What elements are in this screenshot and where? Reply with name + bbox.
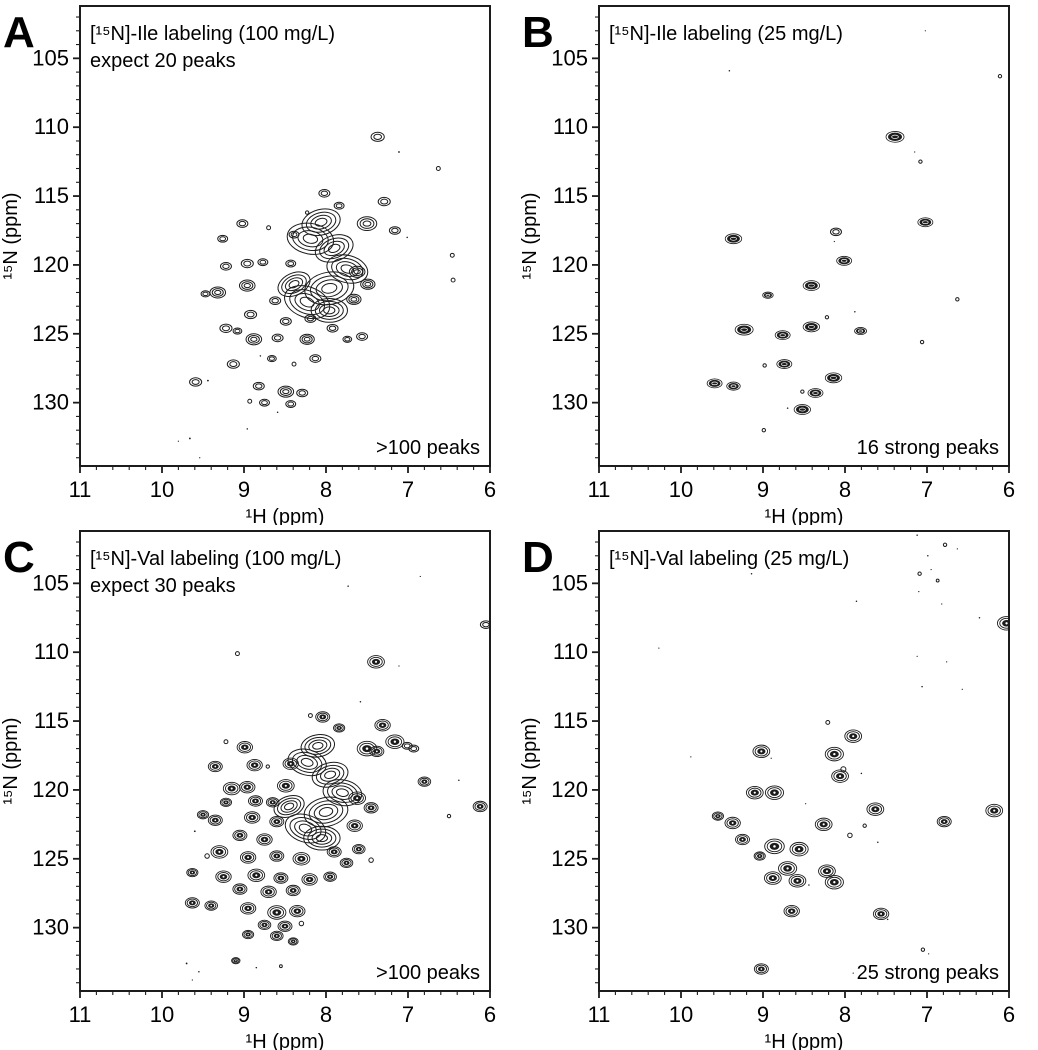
- y-tick-label: 110: [34, 114, 69, 139]
- peaks-group: [177, 131, 456, 459]
- x-tick-label: 9: [238, 1002, 250, 1027]
- x-tick-label: 7: [921, 477, 933, 502]
- x-axis-ticks: 11 10 9 8 7 6: [69, 991, 496, 1027]
- y-axis-ticks: 105 110 115 120 125 130: [551, 16, 599, 459]
- panel-a-spectrum: 11 10 9 8 7 6 105 110 115 120 125 130 ¹H (ppm) ¹⁵N (p…: [0, 5, 496, 525]
- peaks-group: [184, 575, 490, 981]
- y-tick-label: 110: [553, 114, 588, 139]
- panel-b-spectrum: 11 10 9 8 7 6 105 110 115 120 125 130 ¹H (ppm) ¹⁵N (p…: [519, 5, 1015, 525]
- panel-title-line: [¹⁵N]-Val labeling (100 mg/L): [90, 548, 341, 570]
- y-tick-label: 125: [32, 321, 69, 346]
- y-tick-label: 130: [551, 390, 588, 415]
- y-tick-label: 115: [553, 708, 588, 733]
- plot-box: [598, 5, 1010, 467]
- peak-count-annotation: 16 strong peaks: [857, 437, 999, 459]
- plot-box: [79, 5, 491, 467]
- x-tick-label: 6: [484, 477, 496, 502]
- panel-letter: A: [3, 8, 35, 57]
- y-tick-label: 105: [32, 45, 69, 70]
- panel-letter: B: [522, 8, 554, 57]
- panel-letter: D: [522, 533, 554, 582]
- peak-count-annotation: 25 strong peaks: [857, 962, 999, 984]
- peak-count-annotation: >100 peaks: [376, 962, 480, 984]
- x-tick-label: 10: [150, 1002, 174, 1027]
- x-tick-label: 9: [757, 477, 769, 502]
- panel-title-line: [¹⁵N]-Val labeling (25 mg/L): [609, 548, 849, 570]
- panel-title-line: [¹⁵N]-Ile labeling (25 mg/L): [609, 23, 843, 45]
- y-tick-label: 110: [34, 639, 69, 664]
- y-axis-label: ¹⁵N (ppm): [519, 192, 541, 279]
- y-axis-ticks: 105 110 115 120 125 130: [551, 541, 599, 984]
- panel-letter: C: [3, 533, 35, 582]
- x-tick-label: 11: [588, 477, 611, 502]
- x-tick-label: 6: [484, 1002, 496, 1027]
- x-tick-label: 7: [921, 1002, 933, 1027]
- x-tick-label: 11: [69, 477, 92, 502]
- x-tick-label: 8: [320, 1002, 332, 1027]
- x-tick-label: 11: [588, 1002, 611, 1027]
- y-tick-label: 105: [551, 45, 588, 70]
- plot-box: [79, 530, 491, 992]
- x-tick-label: 7: [402, 477, 414, 502]
- panel-title-line: expect 20 peaks: [90, 50, 236, 72]
- y-tick-label: 120: [551, 252, 588, 277]
- y-tick-label: 130: [551, 915, 588, 940]
- y-axis-ticks: 105 110 115 120 125 130: [32, 541, 80, 984]
- plot-box: [598, 530, 1010, 992]
- y-tick-label: 125: [551, 321, 588, 346]
- y-axis-label: ¹⁵N (ppm): [0, 192, 22, 279]
- y-tick-label: 125: [32, 846, 69, 871]
- y-tick-label: 130: [32, 915, 69, 940]
- x-tick-label: 8: [839, 1002, 851, 1027]
- y-axis-label: ¹⁵N (ppm): [519, 717, 541, 804]
- panel-c-spectrum: 11 10 9 8 7 6 105 110 115 120 125 130 ¹H (ppm) ¹⁵N (p…: [0, 530, 496, 1050]
- y-tick-label: 115: [553, 183, 588, 208]
- peak-count-annotation: >100 peaks: [376, 437, 480, 459]
- x-tick-label: 8: [839, 477, 851, 502]
- x-axis-label: ¹H (ppm): [765, 1031, 844, 1050]
- x-tick-label: 7: [402, 1002, 414, 1027]
- x-tick-label: 6: [1003, 477, 1015, 502]
- y-tick-label: 105: [551, 570, 588, 595]
- y-tick-label: 110: [553, 639, 588, 664]
- y-axis-ticks: 105 110 115 120 125 130: [32, 16, 80, 459]
- y-tick-label: 115: [34, 708, 69, 733]
- x-tick-label: 9: [757, 1002, 769, 1027]
- x-tick-label: 11: [69, 1002, 92, 1027]
- x-tick-label: 9: [238, 477, 250, 502]
- peaks-group: [658, 534, 1009, 975]
- y-tick-label: 105: [32, 570, 69, 595]
- x-axis-ticks: 11 10 9 8 7 6: [588, 466, 1015, 502]
- x-tick-label: 10: [150, 477, 174, 502]
- panel-title-line: expect 30 peaks: [90, 575, 236, 597]
- x-axis-label: ¹H (ppm): [246, 506, 325, 525]
- y-tick-label: 115: [34, 183, 69, 208]
- panel-title-line: [¹⁵N]-Ile labeling (100 mg/L): [90, 23, 335, 45]
- x-tick-label: 6: [1003, 1002, 1015, 1027]
- x-tick-label: 10: [669, 477, 693, 502]
- y-tick-label: 125: [551, 846, 588, 871]
- x-axis-ticks: 11 10 9 8 7 6: [588, 991, 1015, 1027]
- x-axis-ticks: 11 10 9 8 7 6: [69, 466, 496, 502]
- peaks-group: [706, 30, 1003, 433]
- y-tick-label: 120: [32, 777, 69, 802]
- x-axis-label: ¹H (ppm): [765, 506, 844, 525]
- x-axis-label: ¹H (ppm): [246, 1031, 325, 1050]
- y-tick-label: 120: [551, 777, 588, 802]
- y-tick-label: 130: [32, 390, 69, 415]
- x-tick-label: 10: [669, 1002, 693, 1027]
- y-axis-label: ¹⁵N (ppm): [0, 717, 22, 804]
- x-tick-label: 8: [320, 477, 332, 502]
- y-tick-label: 120: [32, 252, 69, 277]
- panel-d-spectrum: 11 10 9 8 7 6 105 110 115 120 125 130 ¹H (ppm) ¹⁵N (p…: [519, 530, 1015, 1050]
